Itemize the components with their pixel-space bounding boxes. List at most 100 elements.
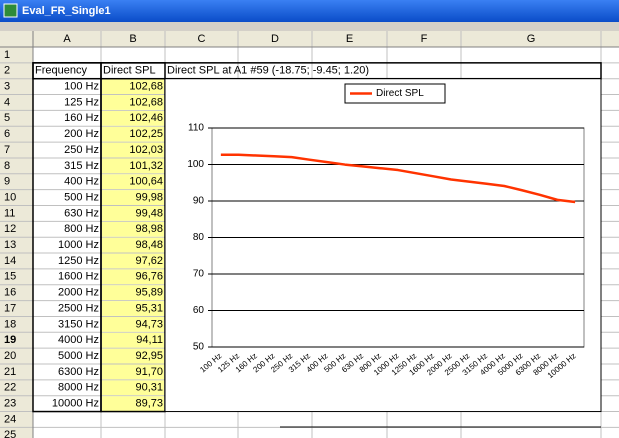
- cell-value: 97,62: [135, 255, 163, 267]
- column-header-bar: [0, 31, 619, 47]
- column-header: E: [346, 33, 353, 45]
- y-tick-label: 110: [188, 123, 204, 134]
- cell-text: 500 Hz: [64, 191, 99, 203]
- row-header: 16: [4, 287, 16, 299]
- cell-text: Frequency: [35, 65, 87, 77]
- cell-value: 94,11: [136, 334, 163, 346]
- column-header: A: [63, 33, 71, 45]
- row-header: 17: [4, 302, 16, 314]
- app-icon: [3, 3, 18, 18]
- data-line: [220, 153, 576, 204]
- row-header: 19: [4, 334, 16, 346]
- column-header: B: [129, 33, 136, 45]
- cell-highlight: [102, 79, 164, 95]
- cell-text: 200 Hz: [64, 128, 99, 140]
- column-header: C: [198, 33, 206, 45]
- cell-highlight: [102, 95, 164, 110]
- cell-highlight: [102, 142, 164, 158]
- cell-value: 102,25: [129, 128, 163, 140]
- cell-highlight: [102, 174, 164, 190]
- cell-highlight: [102, 237, 164, 253]
- range-border: [32, 62, 102, 413]
- cell-text: 800 Hz: [64, 223, 99, 235]
- row-header-bar: [0, 47, 33, 438]
- cell-text: 4000 Hz: [58, 334, 99, 346]
- cell-text: 250 Hz: [64, 144, 99, 156]
- row-header: 25: [4, 429, 16, 438]
- cell-text: 8000 Hz: [58, 382, 99, 394]
- cell-highlight: [102, 316, 164, 332]
- cell-text: 1000 Hz: [58, 239, 99, 251]
- cell-highlight: [102, 269, 164, 285]
- cell-value: 91,70: [135, 366, 163, 378]
- row-header: 6: [4, 128, 10, 140]
- cell-value: 95,89: [135, 287, 163, 299]
- y-tick-label: 50: [193, 342, 205, 353]
- column-header: D: [271, 33, 279, 45]
- cell-highlight: [102, 110, 164, 126]
- y-tick-label: 70: [193, 269, 205, 280]
- row-header: 8: [4, 160, 10, 172]
- column-header: F: [421, 33, 428, 45]
- cell-text: Direct SPL: [103, 65, 156, 77]
- legend-box: [344, 83, 446, 104]
- cell-value: 99,48: [135, 207, 163, 219]
- row-header: 21: [4, 366, 16, 378]
- cell-value: 92,95: [135, 350, 163, 362]
- cell-text: Direct SPL at A1 #59 (-18.75; -9.45; 1.2…: [167, 65, 369, 77]
- window-title: Eval_FR_Single1: [22, 5, 111, 17]
- cell-value: 96,76: [135, 271, 163, 283]
- row-header: 10: [4, 191, 16, 203]
- row-header: 5: [4, 112, 10, 124]
- y-tick-label: 100: [187, 159, 204, 170]
- cell-highlight: [102, 348, 164, 364]
- cell-value: 99,98: [135, 191, 163, 203]
- row-header: 14: [4, 255, 16, 267]
- row-header: 9: [4, 176, 10, 188]
- row-header: 15: [4, 271, 16, 283]
- row-header: 24: [4, 413, 16, 425]
- row-header: 2: [4, 65, 10, 77]
- cell-highlight: [102, 396, 164, 412]
- cell-text: 630 Hz: [64, 207, 99, 219]
- row-header: 7: [4, 144, 10, 156]
- cell-text: 315 Hz: [64, 160, 99, 172]
- cell-value: 98,48: [135, 239, 163, 251]
- row-header: 20: [4, 350, 16, 362]
- cell-text: 6300 Hz: [58, 366, 99, 378]
- cell-text: 160 Hz: [64, 112, 99, 124]
- cell-value: 102,68: [129, 81, 163, 93]
- cell-highlight: [102, 380, 164, 396]
- cell-text: 10000 Hz: [52, 398, 99, 410]
- y-tick-label: 80: [193, 232, 205, 243]
- cell-value: 102,68: [129, 96, 163, 108]
- cell-highlight: [102, 158, 164, 174]
- row-header: 4: [4, 96, 10, 108]
- title-bar: [0, 0, 619, 22]
- y-tick-label: 60: [193, 305, 205, 316]
- cell-value: 89,73: [135, 398, 163, 410]
- cell-highlight: [102, 126, 164, 142]
- legend-label: Direct SPL: [376, 88, 424, 99]
- cell-text: 125 Hz: [64, 96, 99, 108]
- cell-highlight: [102, 221, 164, 237]
- row-header: 12: [4, 223, 16, 235]
- cell-value: 101,32: [129, 160, 163, 172]
- column-header: G: [527, 33, 536, 45]
- cell-text: 400 Hz: [64, 176, 99, 188]
- cell-highlight: [102, 364, 164, 380]
- cell-text: 1600 Hz: [58, 271, 99, 283]
- toolbar-gap: [0, 22, 619, 31]
- row-header: 13: [4, 239, 16, 251]
- cell-value: 90,31: [135, 382, 163, 394]
- cell-highlight: [102, 206, 164, 221]
- cell-highlight: [102, 301, 164, 316]
- row-header: 22: [4, 382, 16, 394]
- cell-value: 102,46: [129, 112, 163, 124]
- cell-highlight: [102, 285, 164, 301]
- cell-highlight: [102, 332, 164, 348]
- cell-text: 100 Hz: [64, 81, 99, 93]
- cell-text: 3150 Hz: [58, 318, 99, 330]
- row-header: 1: [4, 49, 10, 61]
